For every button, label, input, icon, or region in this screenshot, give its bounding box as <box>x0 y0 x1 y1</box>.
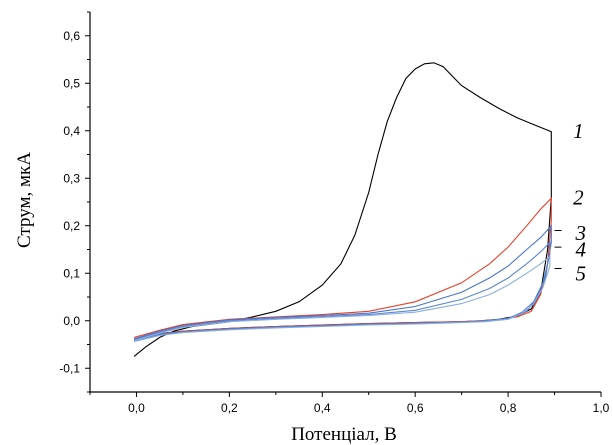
series-5-line <box>133 255 551 343</box>
y-axis-title: Струм, мкА <box>14 152 35 248</box>
curve-label-4: 4 <box>575 238 586 262</box>
x-tick-label: 0,0 <box>128 401 145 415</box>
curve-labels: 1 2 345 <box>554 119 586 285</box>
x-tick-label: 1,0 <box>593 401 610 415</box>
y-tick-label: 0,4 <box>63 124 80 138</box>
y-tick-label: -0,1 <box>59 361 80 375</box>
y-tick-label: 0,1 <box>63 266 80 280</box>
curve-label-5: 5 <box>575 261 586 285</box>
y-tick-label: 0,2 <box>63 219 80 233</box>
y-tick-label: 0,6 <box>63 29 80 43</box>
y-tick-label: 0,5 <box>63 76 80 90</box>
y-tick-label: 0,0 <box>63 314 80 328</box>
x-tick-label: 0,6 <box>407 401 424 415</box>
x-tick-label: 0,4 <box>314 401 331 415</box>
series-2-line <box>133 196 552 340</box>
curve-label-3: 3 <box>574 221 586 245</box>
x-tick-label: 0,2 <box>221 401 238 415</box>
series-group <box>133 62 552 357</box>
y-tick-label: 0,3 <box>63 171 80 185</box>
curve-label-2: 2 <box>573 185 584 209</box>
x-axis-title: Потенціал, В <box>291 424 397 445</box>
series-1-line <box>133 62 552 357</box>
ticks: 0,0 0,2 0,4 0,6 0,8 1,0 -0,1 0,0 0,1 0,2 0,3 0,4 0,5… <box>59 11 610 415</box>
x-tick-label: 0,8 <box>500 401 517 415</box>
curve-label-1: 1 <box>573 119 584 143</box>
